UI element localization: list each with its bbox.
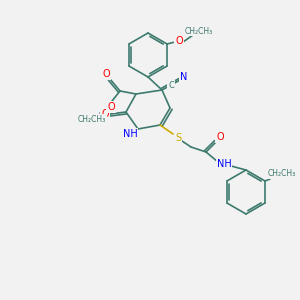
Text: O: O	[175, 36, 183, 46]
Text: S: S	[175, 133, 181, 143]
Text: O: O	[107, 102, 115, 112]
Text: NH: NH	[217, 159, 231, 169]
Text: CH₂CH₃: CH₂CH₃	[78, 115, 106, 124]
Text: NH: NH	[123, 129, 137, 139]
Text: C: C	[168, 80, 174, 89]
Text: O: O	[101, 109, 109, 119]
Text: O: O	[102, 69, 110, 79]
Text: N: N	[180, 72, 188, 82]
Text: O: O	[216, 132, 224, 142]
Text: CH₂CH₃: CH₂CH₃	[185, 26, 213, 35]
Text: CH₂CH₃: CH₂CH₃	[268, 169, 296, 178]
